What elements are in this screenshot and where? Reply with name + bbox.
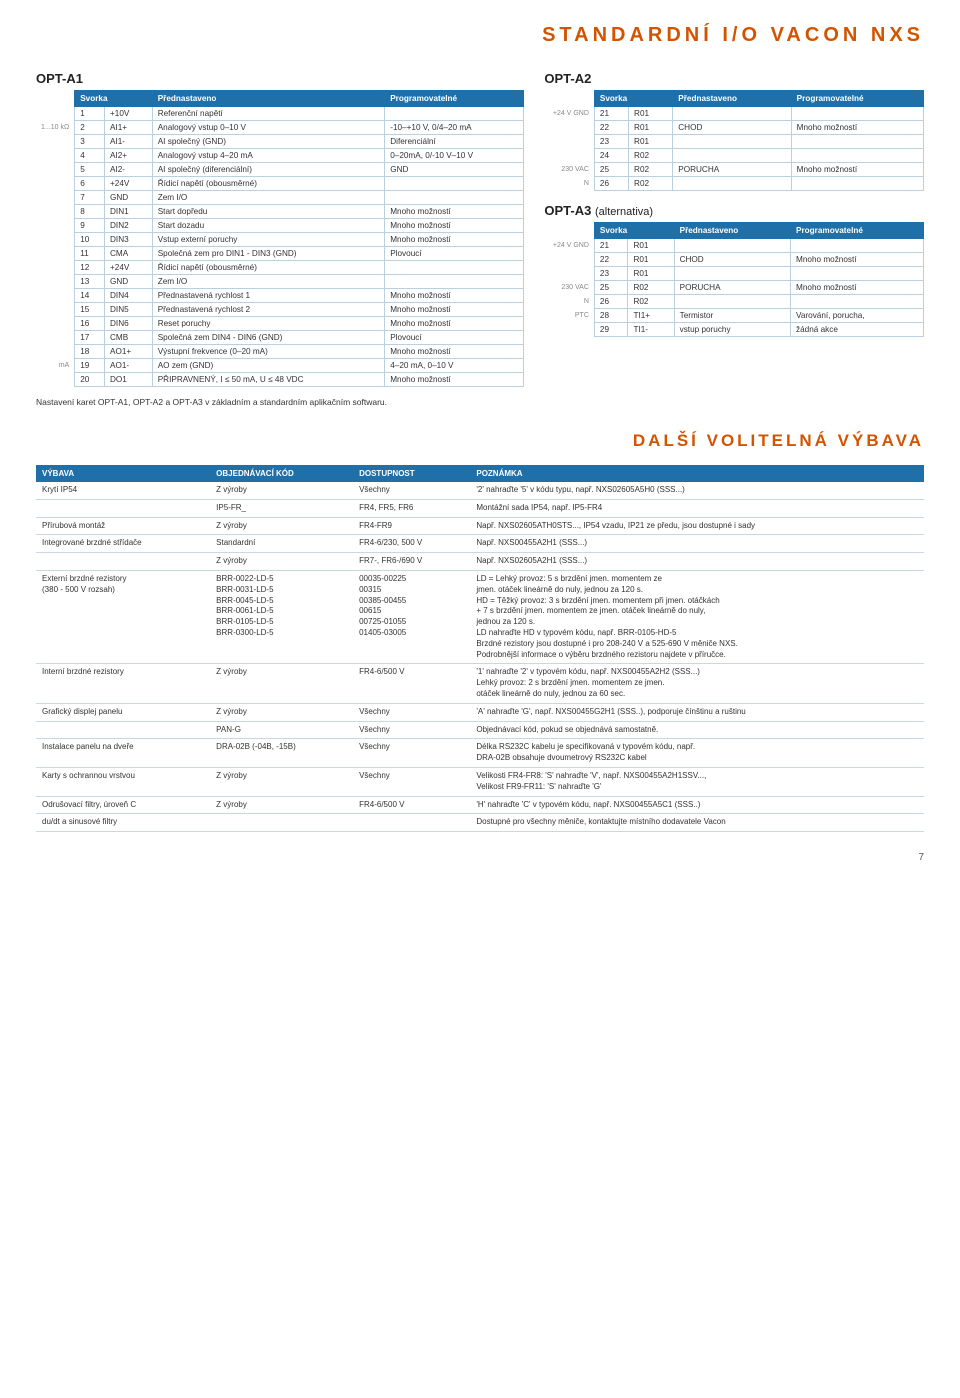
table-row: Externí brzdné rezistory (380 - 500 V ro…: [36, 570, 924, 663]
opt-a2-table: SvorkaPřednastavenoProgramovatelné +24 V…: [544, 90, 924, 191]
table-row: 14DIN4Přednastavená rychlost 1Mnoho možn…: [36, 289, 524, 303]
table-row: +24 V GND21R01: [544, 239, 923, 253]
table-row: 12+24VŘídicí napětí (obousměrné): [36, 261, 524, 275]
table-row: 7GNDZem I/O: [36, 191, 524, 205]
table-row: du/dt a sinusové filtryDostupné pro všec…: [36, 814, 924, 832]
table-row: 6+24VŘídicí napětí (obousměrné): [36, 177, 524, 191]
table-row: 9DIN2Start dozaduMnoho možností: [36, 219, 524, 233]
opt-a1-label: OPT-A1: [36, 71, 524, 86]
table-row: Grafický displej paneluZ výrobyVšechny'A…: [36, 703, 924, 721]
table-row: 16DIN6Reset poruchyMnoho možností: [36, 317, 524, 331]
opt-a1-table: SvorkaPřednastavenoProgramovatelné 1+10V…: [36, 90, 524, 387]
table-row: Interní brzdné rezistoryZ výrobyFR4-6/50…: [36, 664, 924, 703]
io-layout: OPT-A1 SvorkaPřednastavenoProgramovateln…: [36, 71, 924, 387]
table-row: Instalace panelu na dveřeDRA-02B (-04B, …: [36, 739, 924, 768]
table-row: +24 V GND21R01: [544, 107, 923, 121]
table-row: 17CMBSpolečná zem DIN4 - DIN6 (GND)Plovo…: [36, 331, 524, 345]
io-note: Nastavení karet OPT-A1, OPT-A2 a OPT-A3 …: [36, 397, 924, 407]
table-row: 10DIN3Vstup externí poruchyMnoho možnost…: [36, 233, 524, 247]
table-row: 23R01: [544, 267, 923, 281]
table-row: Integrované brzdné střídačeStandardníFR4…: [36, 535, 924, 553]
table-row: 3AI1-AI společný (GND)Diferenciální: [36, 135, 524, 149]
opt-a3-table: SvorkaPřednastavenoProgramovatelné +24 V…: [544, 222, 924, 337]
accessories-title: DALŠÍ VOLITELNÁ VÝBAVA: [36, 431, 924, 451]
table-row: 13GNDZem I/O: [36, 275, 524, 289]
opt-a3-label: OPT-A3 (alternativa): [544, 203, 924, 218]
table-row: 20DO1PŘIPRAVNENÝ, I ≤ 50 mA, U ≤ 48 VDCM…: [36, 373, 524, 387]
table-row: 24R02: [544, 149, 923, 163]
table-row: IP5-FR_FR4, FR5, FR6Montážní sada IP54, …: [36, 499, 924, 517]
page-number: 7: [36, 852, 924, 863]
table-row: Přírubová montážZ výrobyFR4-FR9Např. NXS…: [36, 517, 924, 535]
table-row: 23R01: [544, 135, 923, 149]
table-row: 29TI1-vstup poruchyžádná akce: [544, 323, 923, 337]
table-row: 1...10 kΩ2AI1+Analogový vstup 0–10 V-10–…: [36, 121, 524, 135]
table-row: 22R01CHODMnoho možností: [544, 253, 923, 267]
table-row: mA19AO1-AO zem (GND)4–20 mA, 0–10 V: [36, 359, 524, 373]
opt-a2-label: OPT-A2: [544, 71, 924, 86]
table-row: Z výrobyFR7-, FR6-/690 VNapř. NXS02605A2…: [36, 553, 924, 571]
table-row: 4AI2+Analogový vstup 4–20 mA0–20mA, 0/-1…: [36, 149, 524, 163]
table-row: 8DIN1Start dopředuMnoho možností: [36, 205, 524, 219]
table-row: 5AI2-AI společný (diferenciální)GND: [36, 163, 524, 177]
page-title: STANDARDNÍ I/O VACON NXS: [36, 24, 924, 47]
table-row: Odrušovací filtry, úroveň CZ výrobyFR4-6…: [36, 796, 924, 814]
table-row: 230 VAC25R02PORUCHAMnoho možností: [544, 163, 923, 177]
table-row: PAN-GVšechnyObjednávací kód, pokud se ob…: [36, 721, 924, 739]
table-row: 1+10VReferenční napětí: [36, 107, 524, 121]
table-row: PTC28TI1+TermistorVarování, porucha,: [544, 309, 923, 323]
table-row: Krytí IP54Z výrobyVšechny'2' nahraďte '5…: [36, 482, 924, 499]
table-row: 15DIN5Přednastavená rychlost 2Mnoho možn…: [36, 303, 524, 317]
table-row: N26R02: [544, 295, 923, 309]
table-row: 18AO1+Výstupní frekvence (0–20 mA)Mnoho …: [36, 345, 524, 359]
table-row: 11CMASpolečná zem pro DIN1 - DIN3 (GND)P…: [36, 247, 524, 261]
table-row: N26R02: [544, 177, 923, 191]
accessories-table: VÝBAVAOBJEDNÁVACÍ KÓDDOSTUPNOSTPOZNÁMKA …: [36, 465, 924, 832]
table-row: 22R01CHODMnoho možností: [544, 121, 923, 135]
table-row: Karty s ochrannou vrstvouZ výrobyVšechny…: [36, 767, 924, 796]
table-row: 230 VAC25R02PORUCHAMnoho možností: [544, 281, 923, 295]
